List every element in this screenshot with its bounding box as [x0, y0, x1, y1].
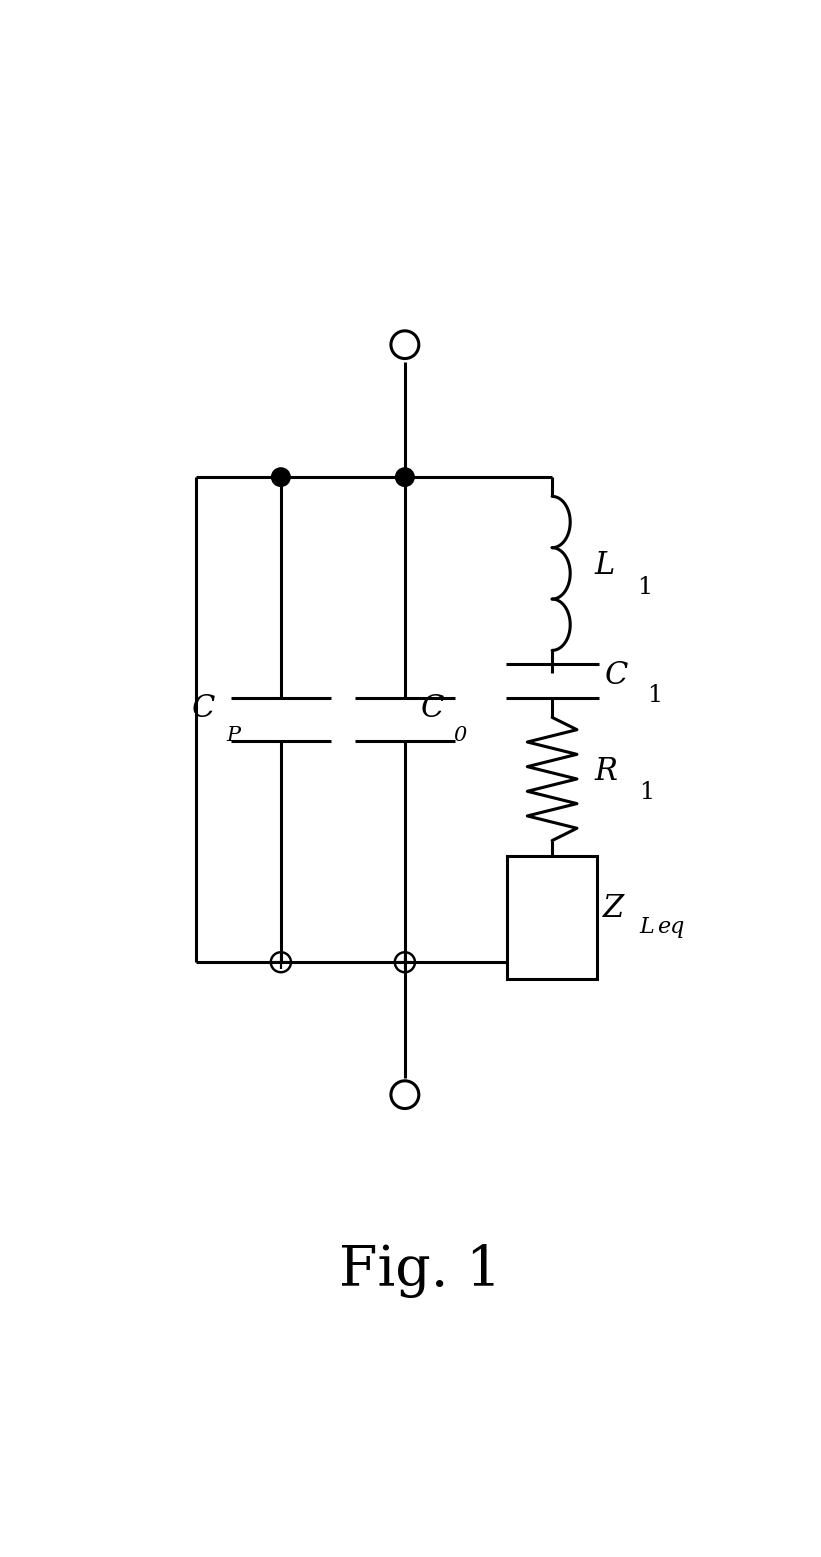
Text: Fig. 1: Fig. 1 — [339, 1242, 502, 1297]
Text: 1: 1 — [647, 684, 662, 707]
Text: Z: Z — [603, 892, 624, 923]
Text: eq: eq — [657, 916, 684, 937]
Circle shape — [396, 469, 414, 486]
Text: L: L — [594, 550, 615, 581]
Text: R: R — [594, 755, 617, 786]
Text: C: C — [420, 693, 443, 724]
FancyBboxPatch shape — [507, 856, 597, 979]
Text: C: C — [605, 660, 628, 690]
Text: C: C — [191, 693, 215, 724]
Text: 1: 1 — [639, 782, 654, 805]
Text: 1: 1 — [637, 576, 653, 599]
Text: 0: 0 — [453, 726, 466, 744]
Circle shape — [272, 469, 290, 486]
Text: P: P — [226, 726, 240, 744]
Text: L: L — [639, 916, 654, 937]
